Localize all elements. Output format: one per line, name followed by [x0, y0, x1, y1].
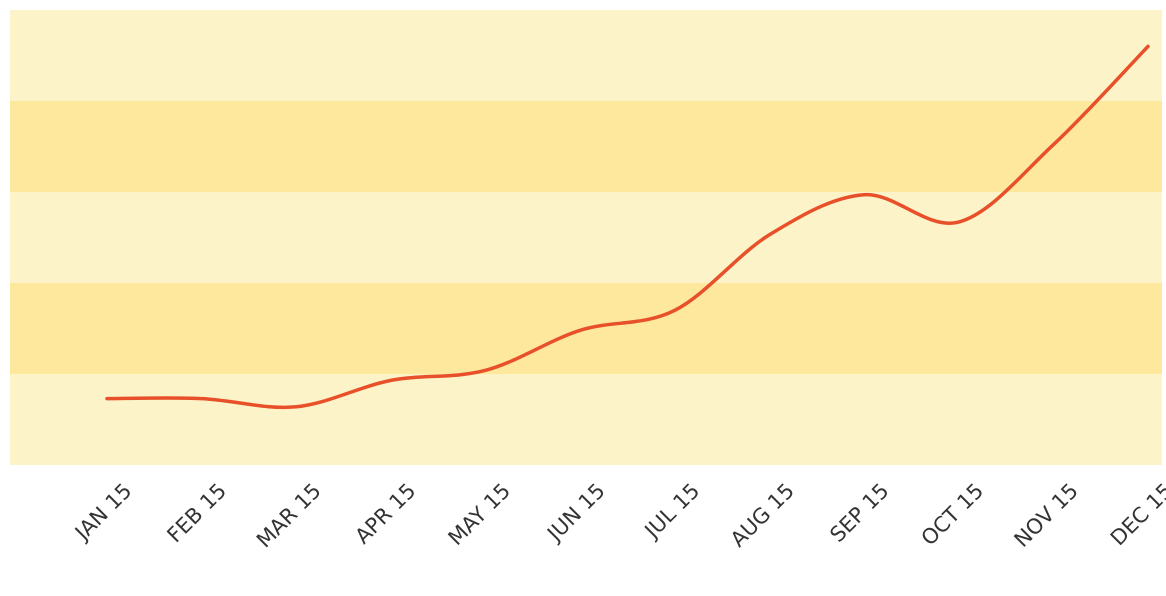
grid-band — [10, 374, 1162, 465]
x-tick-label: APR 15 — [350, 479, 420, 549]
x-tick-label: DEC 15 — [1106, 479, 1166, 551]
x-tick-label: NOV 15 — [1010, 479, 1083, 552]
grid-band — [10, 101, 1162, 192]
line — [105, 44, 1150, 410]
x-tick-label: SEP 15 — [825, 479, 893, 547]
x-tick-label: OCT 15 — [917, 479, 989, 551]
x-tick-label: FEB 15 — [162, 479, 231, 548]
grid-band — [10, 10, 1162, 101]
x-tick-label: AUG 15 — [726, 479, 799, 552]
x-tick-label: MAY 15 — [444, 479, 515, 550]
grid-band — [10, 192, 1162, 283]
x-tick-label: MAR 15 — [252, 479, 326, 553]
x-tick-label: JUN 15 — [541, 479, 609, 547]
x-tick-label: JUL 15 — [639, 479, 705, 545]
x-tick-label: JAN 15 — [69, 479, 136, 546]
